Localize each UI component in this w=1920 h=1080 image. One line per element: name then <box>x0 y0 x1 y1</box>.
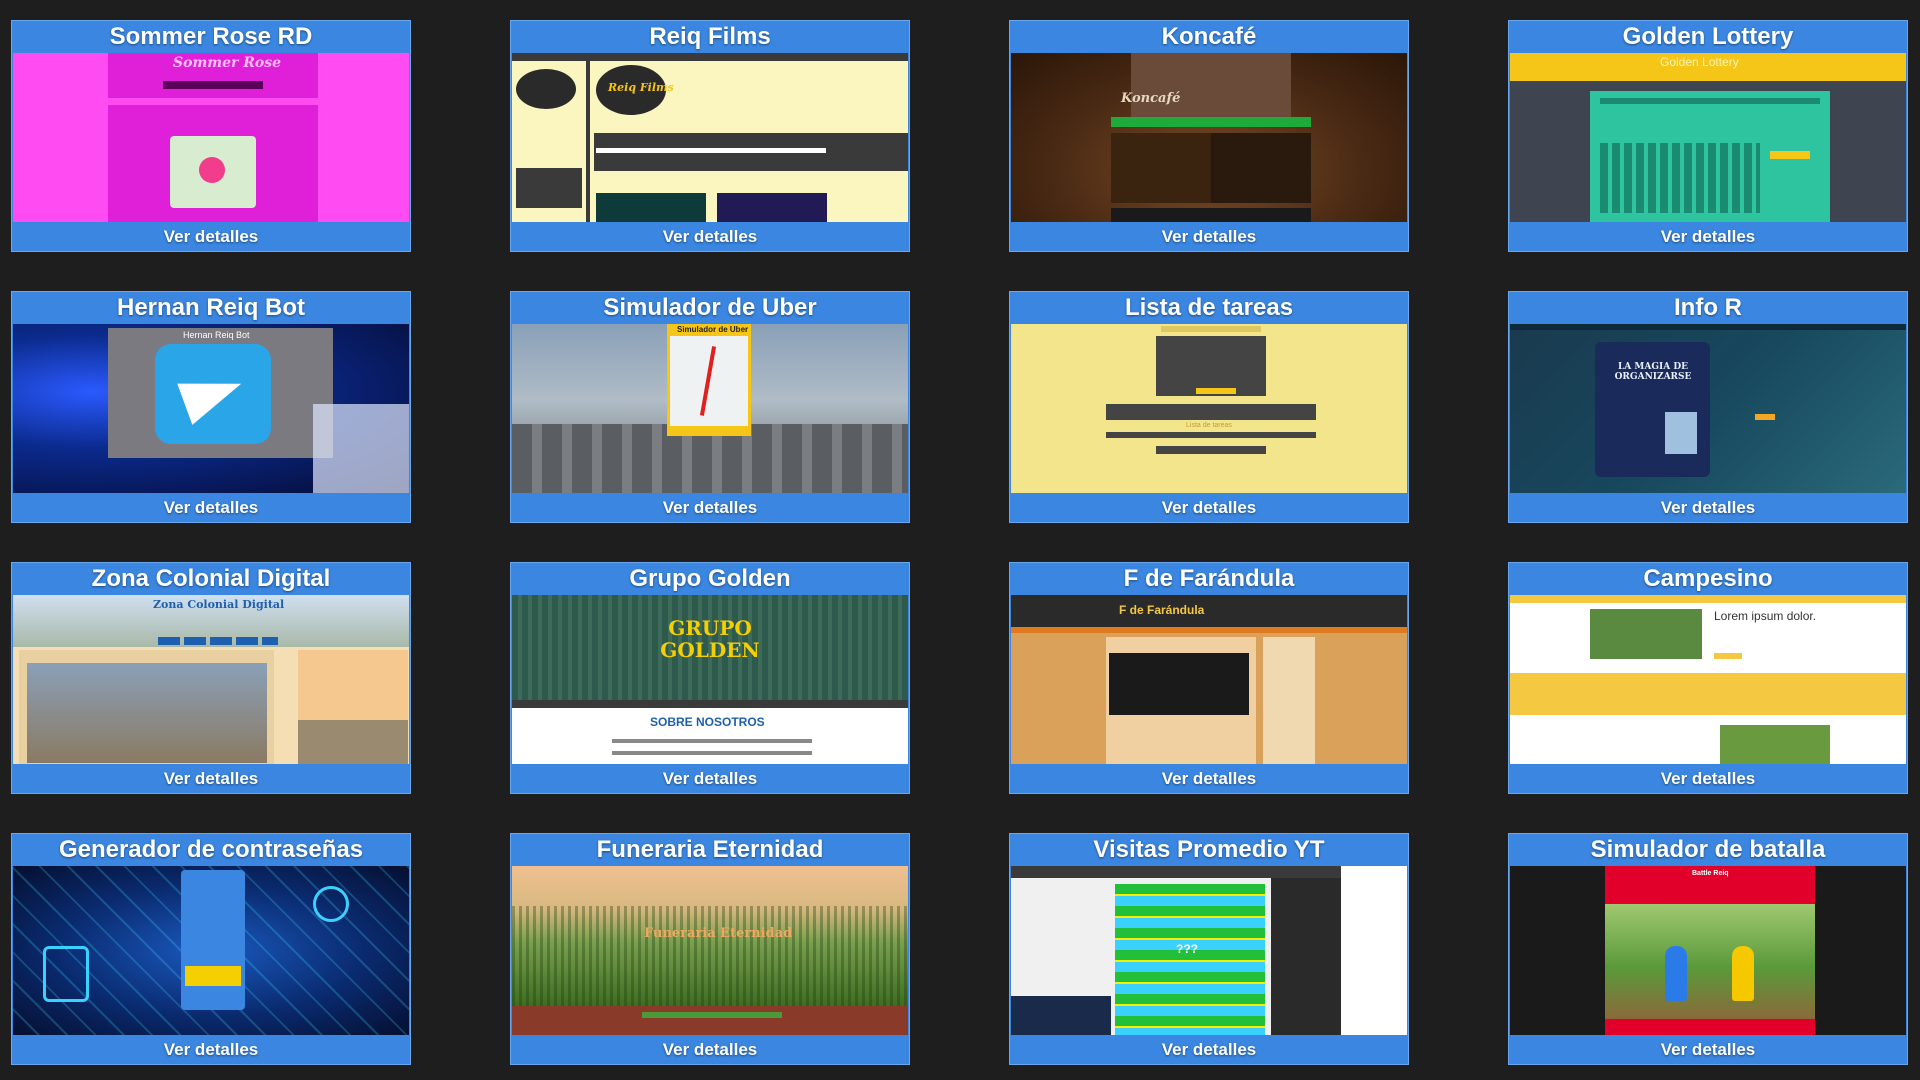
card-preview-image[interactable]: F de Farándula <box>1011 595 1407 764</box>
details-link[interactable]: Ver detalles <box>163 498 259 517</box>
details-link[interactable]: Ver detalles <box>163 769 259 788</box>
blue-fighter-icon <box>1665 946 1687 1001</box>
preview-heading: Zona Colonial Digital <box>153 598 285 611</box>
yellow-fighter-icon <box>1732 946 1754 1001</box>
card-title: Info R <box>1674 294 1742 321</box>
details-link[interactable]: Ver detalles <box>1161 1040 1257 1059</box>
details-link[interactable]: Ver detalles <box>163 227 259 246</box>
project-card-hernan-reiq-bot[interactable]: Hernan Reiq Bot Hernan Reiq Bot Ver deta… <box>11 291 411 523</box>
preview-heading: Lorem ipsum dolor. <box>1714 609 1817 623</box>
preview-subheading: SOBRE NOSOTROS <box>650 715 765 729</box>
project-card-info-r[interactable]: Info R LA MAGIA DE ORGANIZARSE Ver detal… <box>1508 291 1908 523</box>
project-card-campesino[interactable]: Campesino Lorem ipsum dolor. Ver detalle… <box>1508 562 1908 794</box>
card-title: Sommer Rose RD <box>109 23 313 50</box>
card-preview-image[interactable]: Reiq Films <box>512 53 908 222</box>
card-preview-image[interactable]: Zona Colonial Digital <box>13 595 409 764</box>
project-card-reiq-films[interactable]: Reiq Films Reiq Films Ver detalles <box>510 20 910 252</box>
card-title: Golden Lottery <box>1622 23 1794 50</box>
card-title: Simulador de Uber <box>603 294 817 321</box>
project-card-zona-colonial[interactable]: Zona Colonial Digital Zona Colonial Digi… <box>11 562 411 794</box>
avatar <box>1665 412 1697 454</box>
film-reel-icon <box>596 65 666 115</box>
card-preview-image[interactable] <box>13 866 409 1035</box>
news-photo <box>1109 653 1249 715</box>
details-link[interactable]: Ver detalles <box>1161 769 1257 788</box>
card-title: Hernan Reiq Bot <box>116 294 305 321</box>
preview-heading: Sommer Rose <box>173 55 281 71</box>
details-link[interactable]: Ver detalles <box>1660 498 1756 517</box>
card-title: Campesino <box>1643 565 1773 592</box>
card-preview-image[interactable]: Koncafé <box>1011 53 1407 222</box>
details-link[interactable]: Ver detalles <box>662 498 758 517</box>
card-preview-image[interactable]: Sommer Rose <box>13 53 409 222</box>
telegram-icon <box>155 344 271 444</box>
lock-icon <box>313 886 349 922</box>
project-card-grupo-golden[interactable]: Grupo Golden GRUPO GOLDEN SOBRE NOSOTROS… <box>510 562 910 794</box>
project-card-simulador-batalla[interactable]: Simulador de batalla Battle Reiq Ver det… <box>1508 833 1908 1065</box>
project-card-simulador-uber[interactable]: Simulador de Uber Simulador de Uber Ver … <box>510 291 910 523</box>
project-card-sommer-rose[interactable]: Sommer Rose RD Sommer Rose Ver detalles <box>11 20 411 252</box>
project-card-golden-lottery[interactable]: Golden Lottery Golden Lottery Ver detall… <box>1508 20 1908 252</box>
project-card-visitas-promedio-yt[interactable]: Visitas Promedio YT ??? Ver detalles <box>1009 833 1409 1065</box>
flower-icon <box>199 157 225 183</box>
card-title: Koncafé <box>1161 23 1257 50</box>
card-preview-image[interactable]: Hernan Reiq Bot <box>13 324 409 493</box>
details-link[interactable]: Ver detalles <box>1660 1040 1756 1059</box>
card-title: Funeraria Eternidad <box>596 836 824 863</box>
card-preview-image[interactable]: GRUPO GOLDEN SOBRE NOSOTROS <box>512 595 908 764</box>
card-title: Generador de contraseñas <box>58 836 364 863</box>
details-link[interactable]: Ver detalles <box>1660 769 1756 788</box>
card-preview-image[interactable]: ??? <box>1011 866 1407 1035</box>
preview-heading: LA MAGIA DE ORGANIZARSE <box>1614 362 1692 382</box>
preview-heading: Simulador de Uber <box>677 325 749 334</box>
card-title: Zona Colonial Digital <box>91 565 331 592</box>
card-preview-image[interactable]: Simulador de Uber <box>512 324 908 493</box>
card-preview-image[interactable]: Lista de tareas <box>1011 324 1407 493</box>
card-preview-image[interactable]: Funeraria Eternidad <box>512 866 908 1035</box>
card-title: F de Farándula <box>1123 565 1295 592</box>
card-preview-image[interactable]: LA MAGIA DE ORGANIZARSE <box>1510 324 1906 493</box>
details-link[interactable]: Ver detalles <box>163 1040 259 1059</box>
film-reel-icon <box>516 69 576 109</box>
project-card-generador-contrasenas[interactable]: Generador de contraseñas Ver detalles <box>11 833 411 1065</box>
lock-icon <box>43 946 89 1002</box>
preview-heading: GRUPO GOLDEN <box>660 616 760 662</box>
card-preview-image[interactable]: Battle Reiq <box>1510 866 1906 1035</box>
preview-value: ??? <box>1176 942 1198 956</box>
preview-heading: Koncafé <box>1121 91 1181 106</box>
project-card-f-farandula[interactable]: F de Farándula F de Farándula Ver detall… <box>1009 562 1409 794</box>
card-title: Grupo Golden <box>629 565 791 592</box>
preview-heading: Funeraria Eternidad <box>644 926 793 941</box>
card-title: Lista de tareas <box>1124 294 1294 321</box>
preview-heading: F de Farándula <box>1119 603 1205 617</box>
details-link[interactable]: Ver detalles <box>662 769 758 788</box>
card-title: Visitas Promedio YT <box>1093 836 1325 863</box>
details-link[interactable]: Ver detalles <box>662 1040 758 1059</box>
farmer-photo <box>1590 609 1702 659</box>
details-link[interactable]: Ver detalles <box>1161 498 1257 517</box>
details-link[interactable]: Ver detalles <box>1660 227 1756 246</box>
card-title: Simulador de batalla <box>1590 836 1826 863</box>
preview-heading: Hernan Reiq Bot <box>183 330 250 340</box>
preview-heading: Lista de tareas <box>1186 422 1232 429</box>
card-preview-image[interactable]: Lorem ipsum dolor. <box>1510 595 1906 764</box>
project-card-funeraria-eternidad[interactable]: Funeraria Eternidad Funeraria Eternidad … <box>510 833 910 1065</box>
details-link[interactable]: Ver detalles <box>662 227 758 246</box>
preview-heading: Reiq Films <box>608 81 674 94</box>
preview-heading: Battle Reiq <box>1692 870 1729 877</box>
preview-heading: Golden Lottery <box>1660 55 1739 69</box>
coffee-cup-icon <box>1131 53 1291 118</box>
card-preview-image[interactable]: Golden Lottery <box>1510 53 1906 222</box>
card-title: Reiq Films <box>649 23 771 50</box>
details-link[interactable]: Ver detalles <box>1161 227 1257 246</box>
projects-grid: Sommer Rose RD Sommer Rose Ver detalles … <box>11 20 1909 1065</box>
project-card-koncafe[interactable]: Koncafé Koncafé Ver detalles <box>1009 20 1409 252</box>
project-card-lista-tareas[interactable]: Lista de tareas Lista de tareas Ver deta… <box>1009 291 1409 523</box>
